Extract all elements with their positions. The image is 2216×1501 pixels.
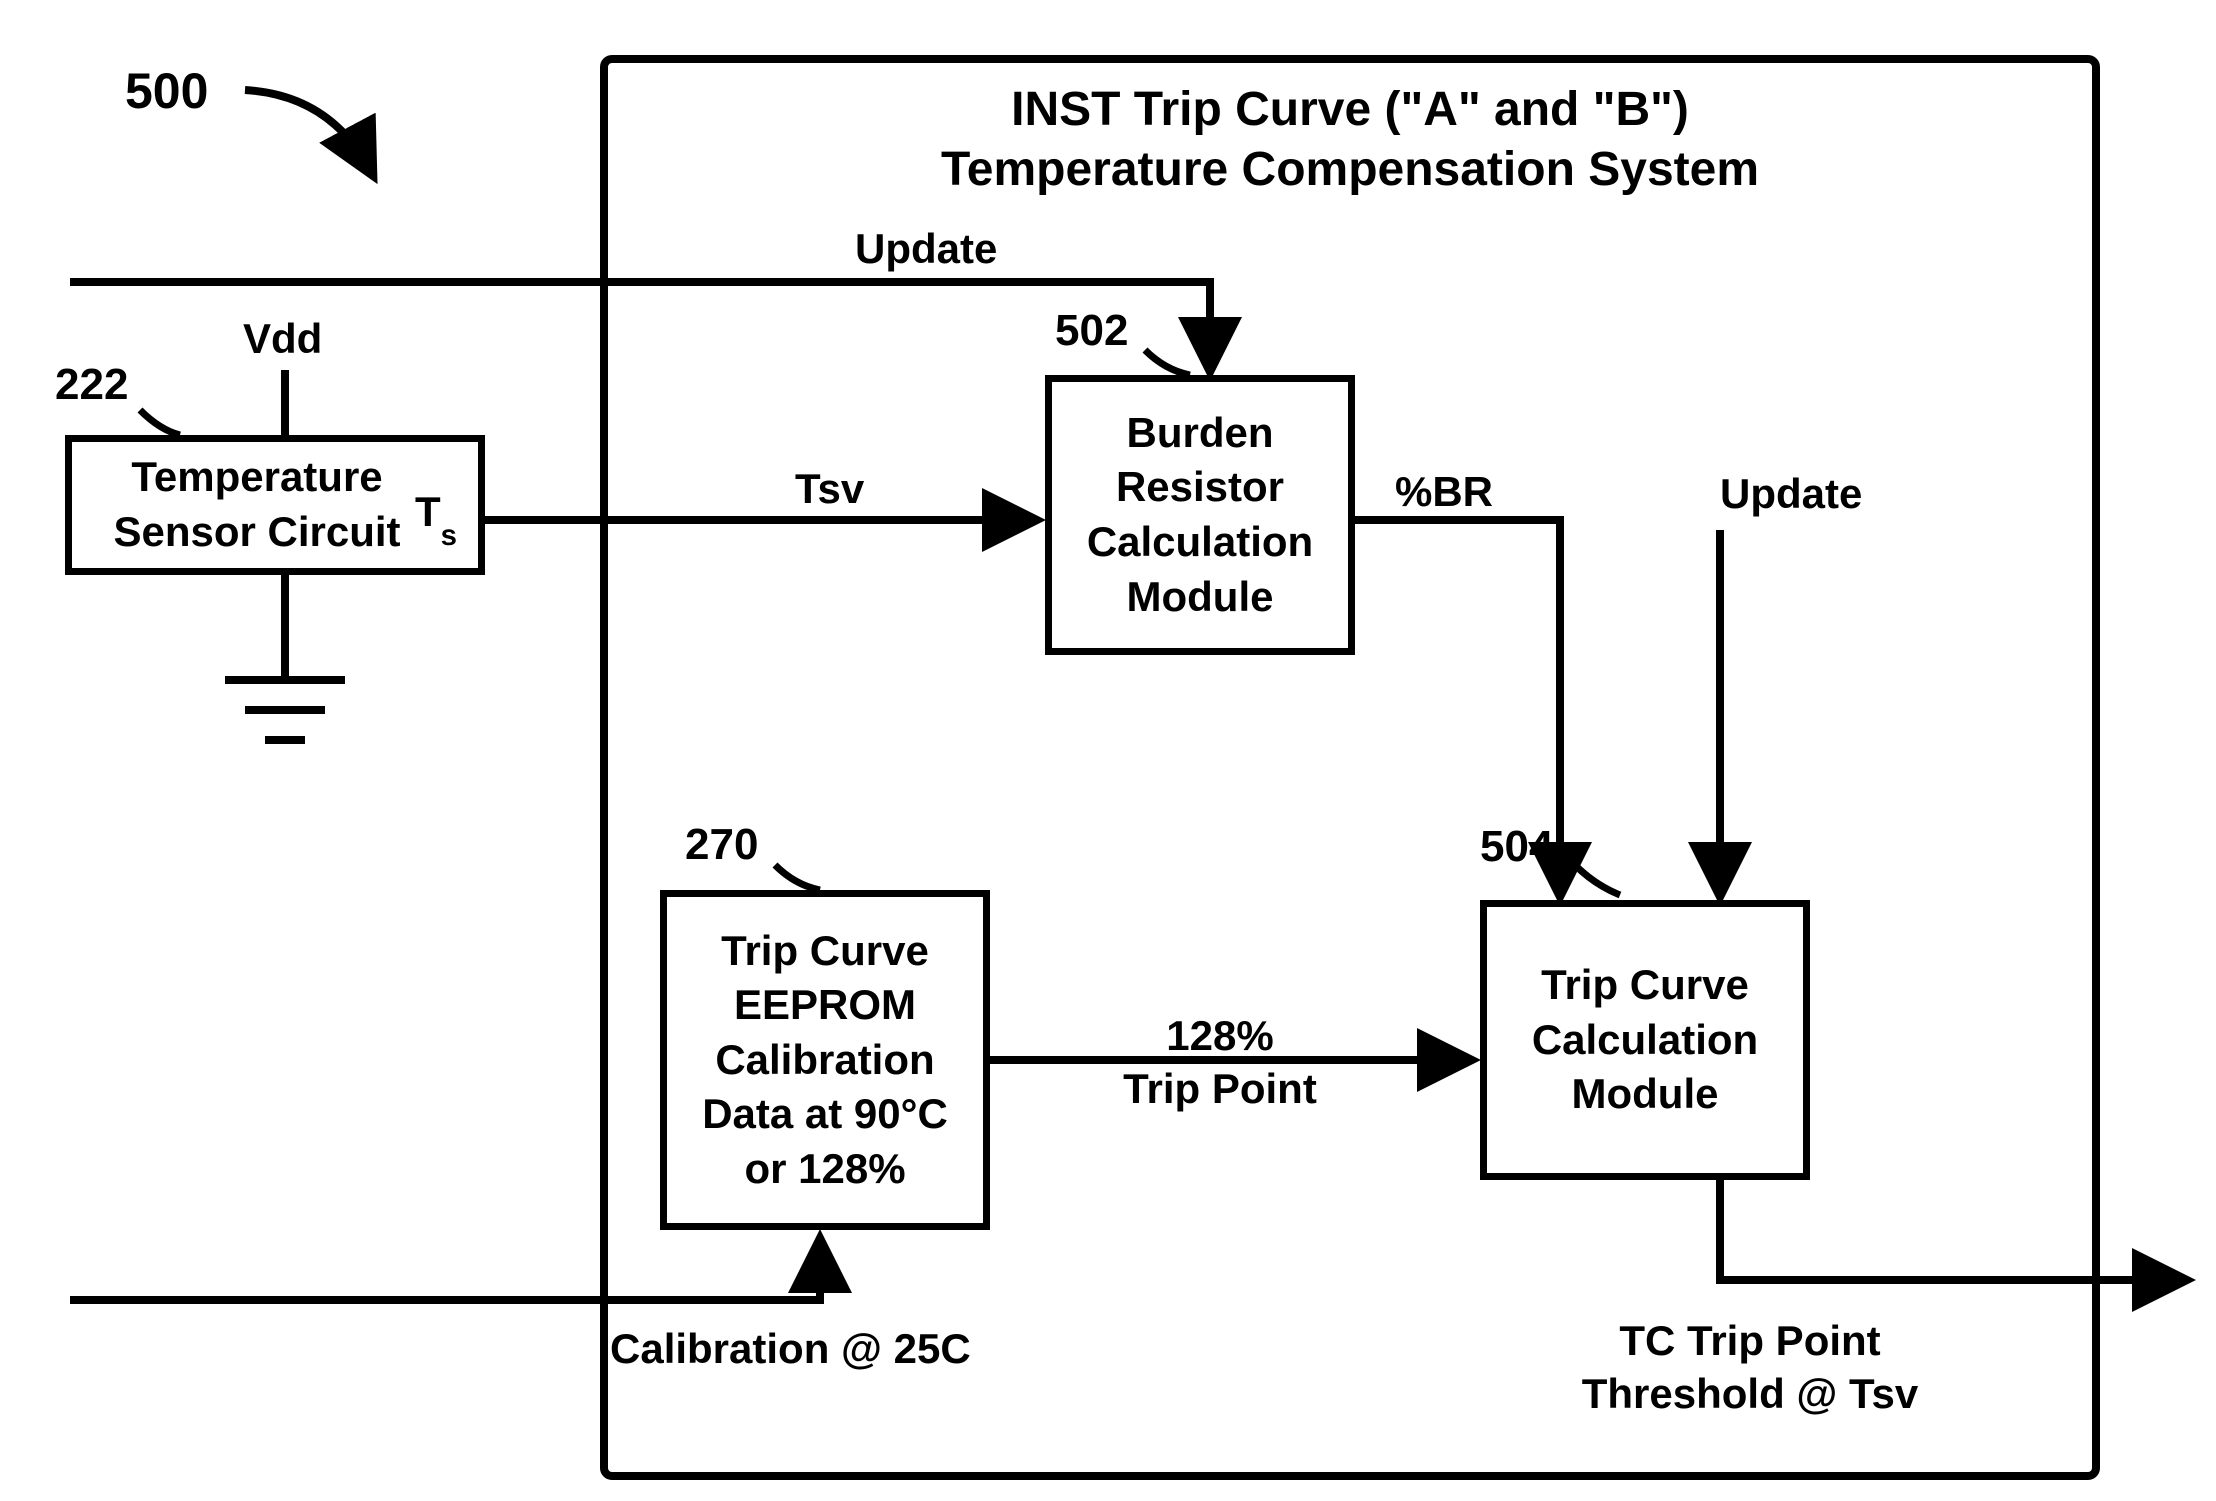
- diagram-lines: [0, 0, 2216, 1501]
- block-diagram: INST Trip Curve ("A" and "B") Temperatur…: [0, 0, 2216, 1501]
